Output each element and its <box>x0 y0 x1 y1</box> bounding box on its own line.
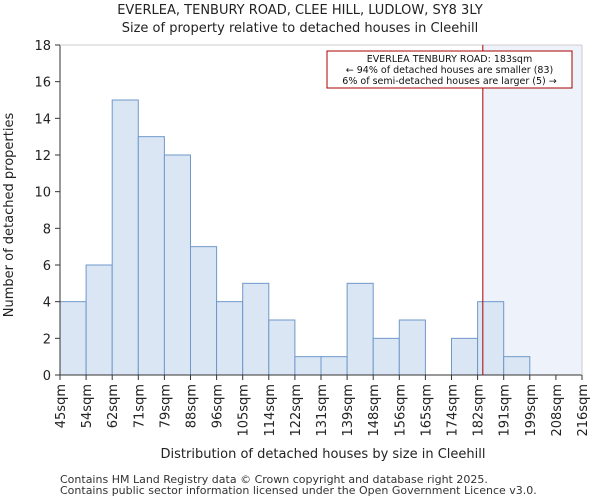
footer-line-2: Contains public sector information licen… <box>60 484 537 497</box>
x-tick-label-71sqm: 71sqm <box>132 384 147 428</box>
bar-105sqm <box>242 282 270 376</box>
bar-139sqm <box>346 282 374 376</box>
x-tick-label-122sqm: 122sqm <box>289 384 304 437</box>
x-tick-label-79sqm: 79sqm <box>158 384 173 428</box>
x-tick-label-191sqm: 191sqm <box>498 384 513 437</box>
bar-122sqm <box>294 356 322 376</box>
x-tick-label-165sqm: 165sqm <box>419 384 434 437</box>
x-tick-label-105sqm: 105sqm <box>237 384 252 437</box>
x-tick-label-148sqm: 148sqm <box>367 384 382 437</box>
bar-114sqm <box>268 319 296 376</box>
x-tick-label-156sqm: 156sqm <box>393 384 408 437</box>
bar-131sqm <box>320 356 348 376</box>
bar-182sqm <box>477 301 505 376</box>
annotation-line-1: EVERLEA TENBURY ROAD: 183sqm <box>367 54 532 65</box>
bar-148sqm <box>372 337 400 376</box>
bar-96sqm <box>216 301 244 376</box>
x-tick-label-131sqm: 131sqm <box>315 384 330 437</box>
annotation-line-2: ← 94% of detached houses are smaller (83… <box>346 65 553 76</box>
bar-88sqm <box>190 246 218 376</box>
x-tick-label-174sqm: 174sqm <box>446 384 461 437</box>
x-tick-label-139sqm: 139sqm <box>341 384 356 437</box>
x-tick-label-208sqm: 208sqm <box>550 384 565 437</box>
bar-174sqm <box>451 337 479 376</box>
x-tick-label-88sqm: 88sqm <box>185 384 200 428</box>
bar-62sqm <box>111 99 139 376</box>
y-tick-label-0: 0 <box>43 369 51 384</box>
bar-71sqm <box>137 136 165 376</box>
y-tick-label-2: 2 <box>43 332 51 347</box>
y-tick-label-18: 18 <box>34 39 51 54</box>
x-tick-label-199sqm: 199sqm <box>524 384 539 437</box>
x-tick-label-216sqm: 216sqm <box>576 384 591 437</box>
x-tick-label-96sqm: 96sqm <box>211 384 226 428</box>
x-tick-label-54sqm: 54sqm <box>80 384 95 428</box>
annotation-box <box>326 50 573 89</box>
y-tick-label-16: 16 <box>34 76 51 91</box>
bar-45sqm <box>59 301 87 376</box>
bar-191sqm <box>503 356 531 376</box>
y-tick-label-14: 14 <box>34 112 51 127</box>
y-tick-label-4: 4 <box>43 296 51 311</box>
y-axis-label: Number of detached properties <box>2 113 17 318</box>
x-tick-label-45sqm: 45sqm <box>54 384 69 428</box>
x-tick-label-182sqm: 182sqm <box>472 384 487 437</box>
x-tick-label-62sqm: 62sqm <box>106 384 121 428</box>
y-tick-label-6: 6 <box>43 259 51 274</box>
x-tick-label-114sqm: 114sqm <box>263 384 278 437</box>
y-tick-label-12: 12 <box>34 149 51 164</box>
y-tick-label-10: 10 <box>34 186 51 201</box>
y-tick-label-8: 8 <box>43 222 51 237</box>
chart-subtitle: Size of property relative to detached ho… <box>121 21 479 36</box>
chart-title: EVERLEA, TENBURY ROAD, CLEE HILL, LUDLOW… <box>117 3 483 18</box>
bar-79sqm <box>163 154 191 376</box>
x-axis-label: Distribution of detached houses by size … <box>161 447 486 462</box>
annotation-line-3: 6% of semi-detached houses are larger (5… <box>342 76 556 87</box>
footer-line-1: Contains HM Land Registry data © Crown c… <box>60 473 488 486</box>
bar-156sqm <box>398 319 426 376</box>
bar-54sqm <box>85 264 113 376</box>
